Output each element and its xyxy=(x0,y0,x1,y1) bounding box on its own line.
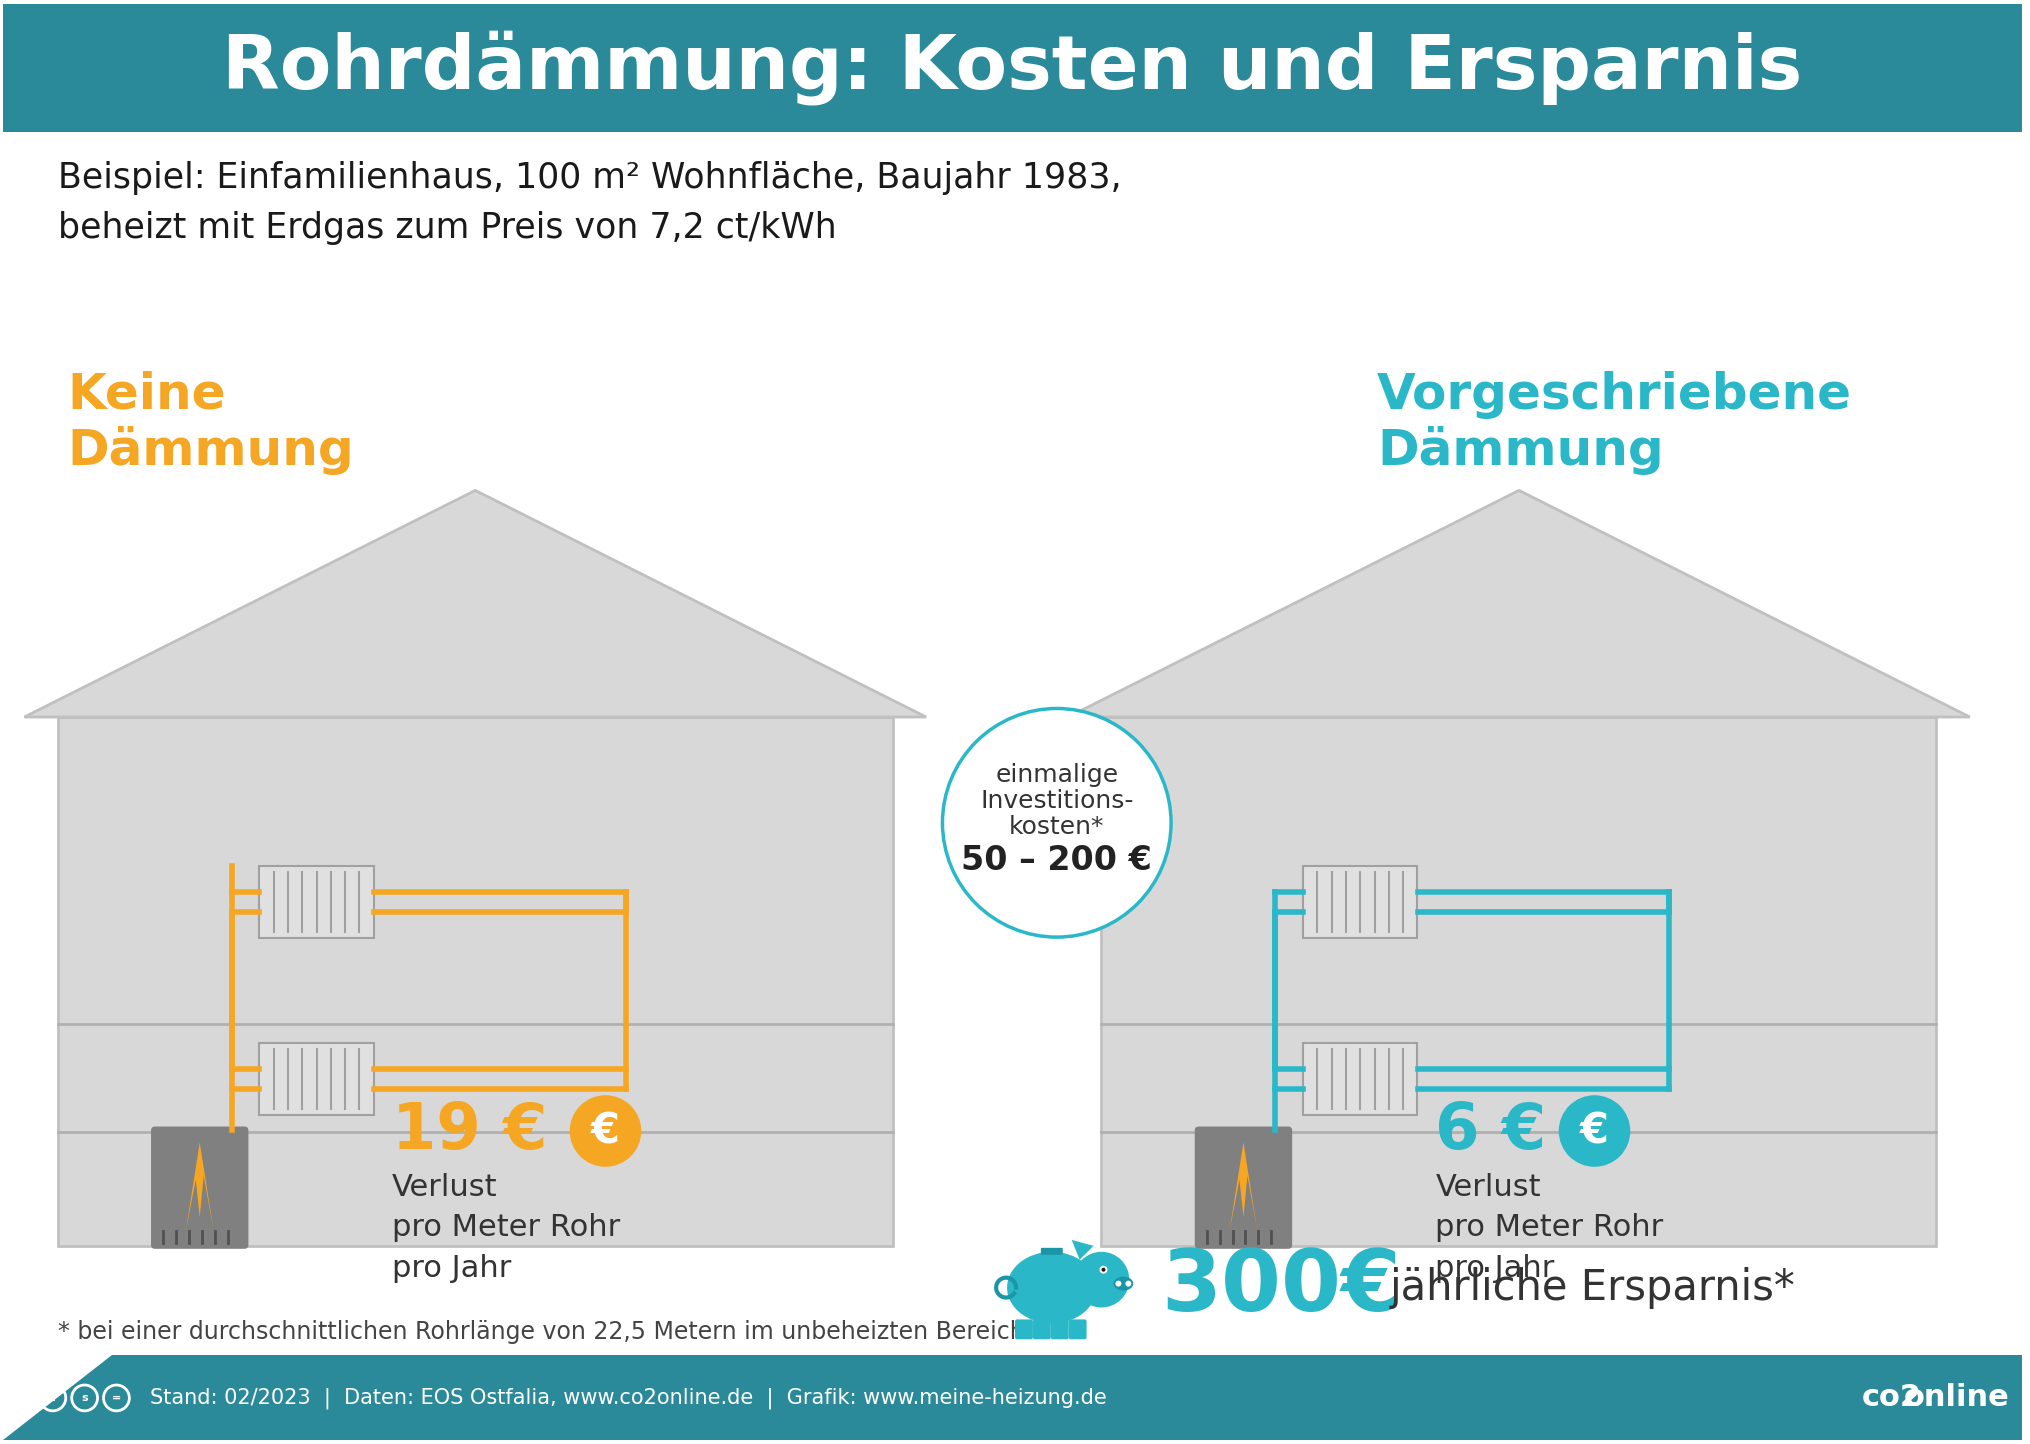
Text: Verlust
pro Meter Rohr
pro Jahr: Verlust pro Meter Rohr pro Jahr xyxy=(392,1173,619,1282)
Text: €: € xyxy=(591,1110,619,1152)
Polygon shape xyxy=(1072,1240,1092,1259)
Circle shape xyxy=(1074,1252,1129,1307)
Polygon shape xyxy=(24,491,926,718)
Text: €: € xyxy=(1579,1110,1608,1152)
Circle shape xyxy=(942,709,1171,937)
FancyBboxPatch shape xyxy=(1050,1320,1068,1339)
FancyBboxPatch shape xyxy=(57,718,893,1246)
Text: Beispiel: Einfamilienhaus, 100 m² Wohnfläche, Baujahr 1983,: Beispiel: Einfamilienhaus, 100 m² Wohnfl… xyxy=(57,162,1121,195)
Circle shape xyxy=(1125,1281,1131,1287)
Text: Vorgeschriebene
Dämmung: Vorgeschriebene Dämmung xyxy=(1376,371,1851,475)
FancyBboxPatch shape xyxy=(1303,866,1417,939)
Circle shape xyxy=(1557,1095,1630,1167)
FancyBboxPatch shape xyxy=(1033,1320,1050,1339)
Circle shape xyxy=(570,1095,641,1167)
Text: beheizt mit Erdgas zum Preis von 7,2 ct/kWh: beheizt mit Erdgas zum Preis von 7,2 ct/… xyxy=(57,211,836,245)
Text: 300€: 300€ xyxy=(1161,1246,1401,1328)
Text: einmalige: einmalige xyxy=(995,762,1119,787)
FancyBboxPatch shape xyxy=(260,1044,374,1115)
Circle shape xyxy=(1114,1281,1121,1287)
Text: 19 €: 19 € xyxy=(392,1100,546,1162)
Text: 50 – 200 €: 50 – 200 € xyxy=(960,845,1151,877)
Text: Verlust
pro Meter Rohr
pro Jahr: Verlust pro Meter Rohr pro Jahr xyxy=(1435,1173,1663,1282)
Text: Rohrdämmung: Kosten und Ersparnis: Rohrdämmung: Kosten und Ersparnis xyxy=(223,30,1803,105)
FancyBboxPatch shape xyxy=(1068,1320,1086,1339)
Text: jährliche Ersparnis*: jährliche Ersparnis* xyxy=(1389,1266,1795,1308)
Text: i: i xyxy=(51,1393,55,1404)
Polygon shape xyxy=(1068,491,1969,718)
Circle shape xyxy=(1100,1268,1104,1272)
Text: Investitions-: Investitions- xyxy=(980,788,1133,813)
Text: kosten*: kosten* xyxy=(1009,814,1104,839)
Text: * bei einer durchschnittlichen Rohrlänge von 22,5 Metern im unbeheizten Bereich: * bei einer durchschnittlichen Rohrlänge… xyxy=(57,1320,1023,1344)
Polygon shape xyxy=(185,1142,213,1230)
Text: s: s xyxy=(81,1393,87,1404)
Ellipse shape xyxy=(1007,1252,1096,1323)
FancyBboxPatch shape xyxy=(1303,1044,1417,1115)
Text: Stand: 02/2023  |  Daten: EOS Ostfalia, www.co2online.de  |  Grafik: www.meine-h: Stand: 02/2023 | Daten: EOS Ostfalia, ww… xyxy=(150,1388,1106,1409)
Text: 6 €: 6 € xyxy=(1435,1100,1547,1162)
Text: co2: co2 xyxy=(1862,1383,1920,1412)
FancyBboxPatch shape xyxy=(4,4,2022,131)
FancyBboxPatch shape xyxy=(4,131,2022,1354)
FancyBboxPatch shape xyxy=(260,866,374,939)
FancyBboxPatch shape xyxy=(1194,1126,1291,1249)
Text: =: = xyxy=(112,1393,122,1404)
Polygon shape xyxy=(1228,1142,1257,1230)
Circle shape xyxy=(1098,1266,1106,1274)
Polygon shape xyxy=(4,1354,2022,1440)
Ellipse shape xyxy=(1112,1276,1133,1291)
Text: online: online xyxy=(1902,1383,2008,1412)
FancyBboxPatch shape xyxy=(1100,718,1935,1246)
FancyBboxPatch shape xyxy=(150,1126,248,1249)
Text: Keine
Dämmung: Keine Dämmung xyxy=(67,371,355,475)
Text: cc: cc xyxy=(14,1393,28,1404)
FancyBboxPatch shape xyxy=(1039,1248,1062,1255)
FancyBboxPatch shape xyxy=(1015,1320,1033,1339)
